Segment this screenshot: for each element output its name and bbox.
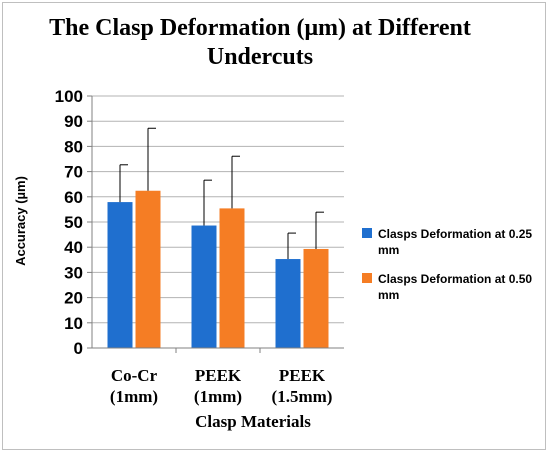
x-tick-label: PEEK (195, 366, 242, 385)
x-axis-label: Clasp Materials (195, 412, 311, 431)
chart-title: The Clasp Deformation (μm) at Different … (49, 15, 471, 70)
x-tick-label: PEEK (279, 366, 326, 385)
x-tick-label: (1mm) (110, 387, 158, 406)
y-tick-label: 60 (64, 188, 83, 207)
bar-2-2 (219, 208, 245, 348)
legend-label-series-1: Clasps Deformation at 0.25 mm (378, 227, 533, 257)
y-tick-label: 30 (64, 263, 83, 282)
bar-1-1 (107, 202, 133, 348)
bar-2-1 (135, 190, 161, 348)
chart-legend: Clasps Deformation at 0.25 mm Clasps Def… (362, 226, 542, 316)
y-tick-label: 0 (74, 339, 83, 358)
chart-frame (2, 2, 546, 450)
y-tick-label: 80 (64, 137, 83, 156)
y-tick-label: 100 (55, 87, 83, 106)
x-tick-label: Co-Cr (111, 366, 158, 385)
legend-item-series-2: Clasps Deformation at 0.50 mm (362, 271, 542, 303)
bar-2-3 (303, 248, 329, 348)
bar-1-2 (191, 225, 217, 348)
legend-swatch-series-1 (362, 228, 372, 238)
y-axis-label: Accuracy (µm) (13, 176, 28, 266)
x-tick-label: (1mm) (194, 387, 242, 406)
y-tick-label: 70 (64, 163, 83, 182)
legend-swatch-series-2 (362, 273, 372, 283)
legend-label-series-2: Clasps Deformation at 0.50 mm (378, 272, 533, 302)
bar-1-3 (275, 259, 301, 348)
y-tick-label: 10 (64, 314, 83, 333)
legend-item-series-1: Clasps Deformation at 0.25 mm (362, 226, 542, 258)
y-tick-label: 40 (64, 238, 83, 257)
y-tick-label: 90 (64, 112, 83, 131)
y-tick-label: 20 (64, 289, 83, 308)
y-tick-label: 50 (64, 213, 83, 232)
x-tick-label: (1.5mm) (272, 387, 333, 406)
